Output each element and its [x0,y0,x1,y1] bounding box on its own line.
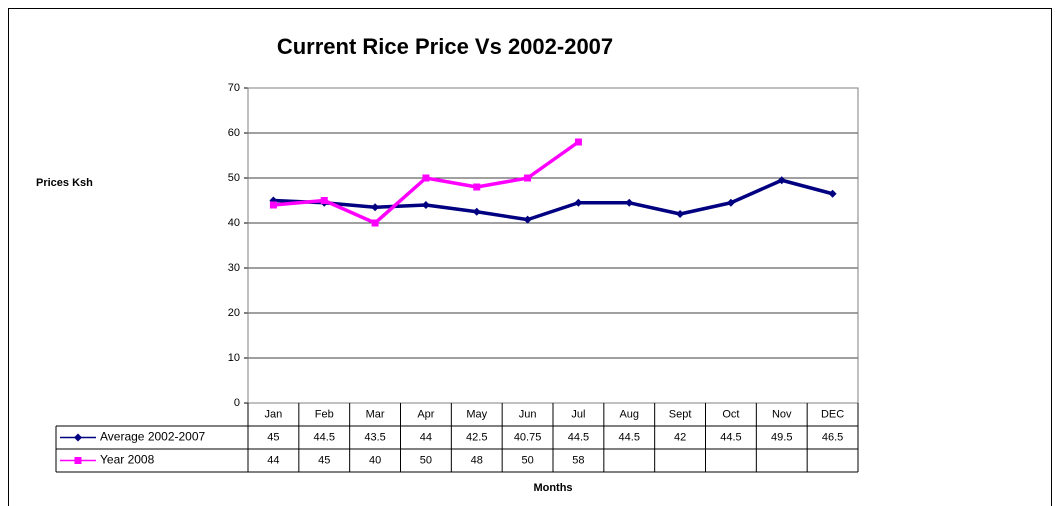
table-value: 44.5 [314,431,335,443]
y-tick-label: 70 [228,82,240,94]
x-tick-label: May [466,408,487,420]
table-value: 50 [420,454,432,466]
x-tick-label: Feb [315,408,334,420]
table-value: 44 [267,454,279,466]
x-tick-label: Jun [519,408,537,420]
x-tick-label: Nov [772,408,792,420]
table-value: 49.5 [771,431,792,443]
table-value: 50 [521,454,533,466]
series-marker [422,174,430,182]
table-value: 44.5 [619,431,640,443]
y-tick-label: 60 [228,127,240,139]
table-value: 42.5 [466,431,487,443]
chart-title: Current Rice Price Vs 2002-2007 [277,34,613,59]
legend-label: Average 2002-2007 [100,430,206,444]
table-value: 40 [369,454,381,466]
chart-frame [8,8,1052,506]
legend-marker [74,457,82,464]
x-tick-label: DEC [821,408,844,420]
series-marker [472,207,481,216]
y-tick-label: 50 [228,172,240,184]
table-value: 44.5 [568,431,589,443]
table-value: 44 [420,431,432,443]
series-marker [523,215,532,224]
series-marker [421,201,430,209]
table-value: 58 [572,454,584,466]
y-axis-label: Prices Ksh [36,177,93,189]
series-marker [676,210,685,218]
series-marker [473,183,481,191]
series-marker [726,198,735,207]
series-marker [828,189,837,198]
series-marker [574,138,582,146]
y-tick-label: 30 [228,262,240,274]
x-tick-label: Aug [619,408,639,420]
x-tick-label: Jan [265,408,283,420]
series-line [273,178,834,222]
series-marker [574,198,583,207]
y-tick-label: 40 [228,217,240,229]
x-tick-label: Mar [366,408,385,420]
table-value: 48 [471,454,483,466]
table-value: 45 [267,431,279,443]
series-marker [777,176,786,185]
series-line [273,140,580,225]
x-tick-label: Oct [722,408,739,420]
series-marker [320,197,328,204]
series-marker [269,201,277,209]
table-value: 42 [674,431,686,443]
x-tick-label: Sept [669,408,692,420]
table-value: 40.75 [514,431,542,443]
table-value: 46.5 [822,431,843,443]
series-marker [371,203,380,212]
series-marker [371,219,379,227]
table-value: 43.5 [364,431,385,443]
legend-marker [74,433,82,442]
series-marker [524,174,532,182]
legend-label: Year 2008 [100,453,155,467]
table-value: 45 [318,454,330,466]
plot-area [247,87,859,404]
y-tick-label: 0 [234,397,240,409]
x-tick-label: Jul [571,408,585,420]
y-tick-label: 10 [228,352,240,364]
x-axis-label: Months [533,482,572,494]
series-marker [625,198,634,207]
y-tick-label: 20 [228,307,240,319]
table-value: 44.5 [720,431,741,443]
x-tick-label: Apr [417,408,434,420]
